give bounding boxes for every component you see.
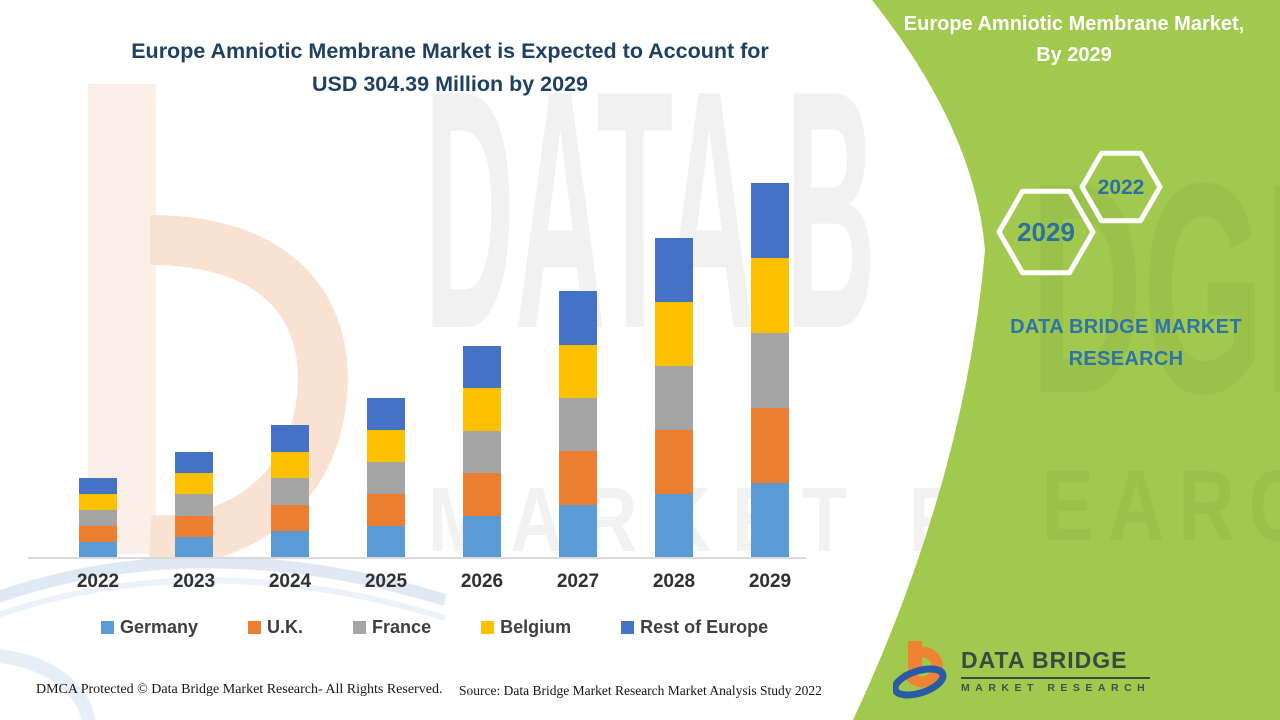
legend-item-rest-of-europe: Rest of Europe <box>621 617 768 638</box>
bar-segment-u-k--2022 <box>79 525 117 542</box>
bar-segment-u-k--2029 <box>751 408 789 483</box>
x-axis-line <box>28 557 806 559</box>
dbmr-logo: DATA BRIDGE MARKET RESEARCH <box>893 638 1151 704</box>
panel-watermark-text-small: EARCH <box>1042 451 1280 563</box>
bar-segment-france-2023 <box>175 494 213 516</box>
bar-segment-belgium-2022 <box>79 493 117 510</box>
hexagon-badges: 2029 2022 <box>996 150 1163 276</box>
bar-2027 <box>559 291 597 558</box>
logo-name: DATA BRIDGE <box>961 647 1151 679</box>
hexagon-2022-outline <box>1079 150 1163 224</box>
bar-2022 <box>79 477 117 558</box>
bar-segment-germany-2029 <box>751 483 789 558</box>
bar-segment-belgium-2023 <box>175 473 213 495</box>
legend-label: U.K. <box>267 617 304 637</box>
bar-segment-u-k--2027 <box>559 451 597 505</box>
x-axis-label-2024: 2024 <box>268 571 312 592</box>
legend-swatch <box>248 621 262 634</box>
legend-label: Germany <box>120 617 199 637</box>
x-axis-label-2027: 2027 <box>556 571 600 592</box>
bar-segment-rest-of-europe-2028 <box>655 238 693 303</box>
bar-2026 <box>463 345 501 558</box>
hexagon-2029-outline <box>996 188 1096 276</box>
legend-item-france: France <box>353 617 431 638</box>
bar-2028 <box>655 238 693 558</box>
bar-segment-germany-2027 <box>559 504 597 558</box>
legend-swatch <box>481 621 495 634</box>
hexagon-year-2022: 2022 <box>1098 176 1145 199</box>
bar-segment-belgium-2024 <box>271 451 309 479</box>
bar-segment-germany-2024 <box>271 531 309 558</box>
bar-segment-belgium-2028 <box>655 302 693 367</box>
bar-segment-rest-of-europe-2029 <box>751 183 789 258</box>
bar-segment-france-2028 <box>655 366 693 431</box>
legend-swatch <box>101 621 114 634</box>
bar-2023 <box>175 452 213 558</box>
chart-title: Europe Amniotic Membrane Market is Expec… <box>55 35 845 101</box>
bar-segment-rest-of-europe-2026 <box>463 345 501 388</box>
panel-brand-text: DATA BRIDGE MARKET RESEARCH <box>950 311 1280 375</box>
legend-label: Rest of Europe <box>640 617 769 637</box>
bar-segment-u-k--2025 <box>367 493 405 526</box>
bar-segment-france-2025 <box>367 461 405 494</box>
bar-segment-belgium-2029 <box>751 258 789 333</box>
bar-segment-u-k--2026 <box>463 473 501 516</box>
bar-segment-rest-of-europe-2024 <box>271 424 309 452</box>
bar-segment-france-2029 <box>751 333 789 408</box>
bar-segment-belgium-2027 <box>559 344 597 398</box>
panel-watermark-text-large: DGE <box>1030 121 1280 456</box>
bar-segment-rest-of-europe-2027 <box>559 291 597 345</box>
bar-2029 <box>751 183 789 558</box>
bar-segment-rest-of-europe-2022 <box>79 477 117 494</box>
legend-item-germany: Germany <box>101 617 198 638</box>
source-note: Source: Data Bridge Market Research Mark… <box>459 683 822 698</box>
bar-segment-germany-2022 <box>79 541 117 558</box>
stacked-bar-plot <box>79 183 789 558</box>
dbmr-logo-mark-icon <box>893 641 947 699</box>
x-axis-label-2022: 2022 <box>76 571 120 592</box>
legend-label: Belgium <box>500 617 572 637</box>
x-axis-label-2023: 2023 <box>172 571 216 592</box>
legend-swatch <box>353 621 367 634</box>
panel-title-line1: Europe Amniotic Membrane Market, <box>903 13 1245 35</box>
bar-segment-u-k--2024 <box>271 504 309 532</box>
chart-title-line1: Europe Amniotic Membrane Market is Expec… <box>131 39 769 63</box>
chart-legend: Germany U.K. France Belgium Rest of Europe <box>101 617 768 638</box>
legend-item-u-k-: U.K. <box>248 617 303 638</box>
x-axis-label-2029: 2029 <box>748 571 792 592</box>
bar-segment-u-k--2023 <box>175 515 213 537</box>
bar-segment-france-2026 <box>463 430 501 473</box>
hexagon-year-2029: 2029 <box>1017 217 1075 247</box>
brand-line1: DATA BRIDGE MARKET <box>1010 316 1242 338</box>
brand-line2: RESEARCH <box>1068 348 1184 370</box>
bar-segment-germany-2025 <box>367 525 405 558</box>
bar-segment-france-2024 <box>271 478 309 505</box>
legend-label: France <box>372 617 432 637</box>
dmca-notice: DMCA Protected © Data Bridge Market Rese… <box>36 682 443 697</box>
bar-segment-u-k--2028 <box>655 430 693 495</box>
bar-segment-germany-2026 <box>463 515 501 558</box>
logo-subtitle: MARKET RESEARCH <box>961 682 1151 694</box>
bar-segment-belgium-2025 <box>367 429 405 462</box>
legend-swatch <box>621 621 635 634</box>
chart-title-line2: USD 304.39 Million by 2029 <box>311 72 589 96</box>
bar-segment-france-2022 <box>79 509 117 526</box>
bar-2024 <box>271 424 309 558</box>
x-axis-label-2026: 2026 <box>460 571 504 592</box>
bar-segment-belgium-2026 <box>463 388 501 431</box>
bar-segment-rest-of-europe-2025 <box>367 397 405 430</box>
bar-2025 <box>367 397 405 558</box>
bar-segment-france-2027 <box>559 397 597 452</box>
panel-title: Europe Amniotic Membrane Market, By 2029 <box>872 9 1276 71</box>
bar-segment-rest-of-europe-2023 <box>175 452 213 474</box>
panel-title-line2: By 2029 <box>1036 44 1112 66</box>
x-axis-label-2025: 2025 <box>364 571 408 592</box>
bar-segment-germany-2028 <box>655 494 693 558</box>
x-axis-label-2028: 2028 <box>652 571 696 592</box>
legend-item-belgium: Belgium <box>481 617 571 638</box>
bar-segment-germany-2023 <box>175 536 213 558</box>
